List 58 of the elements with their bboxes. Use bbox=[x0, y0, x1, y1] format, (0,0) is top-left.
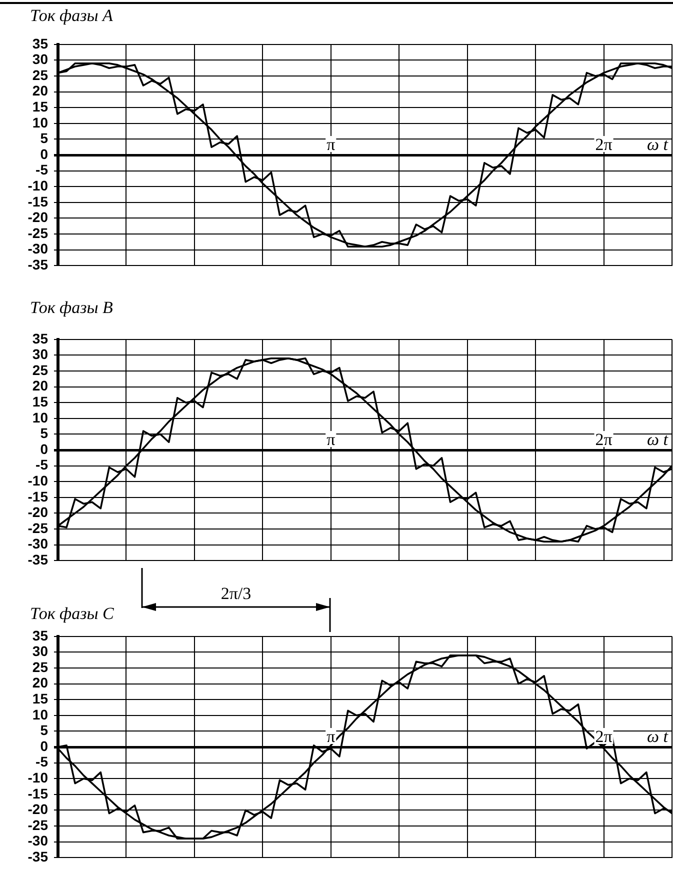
x-axis-title: ω t bbox=[647, 135, 670, 154]
y-tick-label: -15 bbox=[28, 785, 48, 802]
y-tick-label: 15 bbox=[32, 690, 48, 706]
x-tick-label: 2π bbox=[595, 430, 613, 449]
y-tick-label: 5 bbox=[40, 425, 48, 442]
y-tick-label: 35 bbox=[32, 35, 48, 52]
x-axis-title: ω t bbox=[647, 727, 670, 746]
y-tick-label: 30 bbox=[32, 643, 48, 660]
y-tick-label: -20 bbox=[28, 209, 48, 226]
x-axis-title: ω t bbox=[647, 430, 670, 449]
y-tick-label: 30 bbox=[32, 346, 48, 362]
y-tick-label: -10 bbox=[28, 472, 48, 488]
y-tick-label: 0 bbox=[40, 738, 48, 754]
y-tick-label: 15 bbox=[32, 98, 48, 114]
y-tick-label: 25 bbox=[32, 66, 48, 83]
y-tick-label: 35 bbox=[32, 627, 48, 644]
y-tick-label: 30 bbox=[32, 51, 48, 68]
y-tick-label: 5 bbox=[40, 722, 48, 738]
y-tick-label: -30 bbox=[28, 536, 48, 552]
y-tick-label: 25 bbox=[32, 658, 48, 675]
y-tick-label: 20 bbox=[32, 674, 48, 691]
y-tick-label: -35 bbox=[28, 256, 48, 272]
y-tick-label: -25 bbox=[28, 816, 48, 833]
y-tick-label: 20 bbox=[32, 82, 48, 99]
y-tick-label: 10 bbox=[32, 114, 48, 130]
x-tick-label: π bbox=[326, 135, 336, 154]
y-tick-label: -15 bbox=[28, 488, 48, 504]
y-tick-label: -35 bbox=[28, 551, 48, 568]
y-tick-label: 5 bbox=[40, 130, 48, 146]
x-tick-label: π bbox=[326, 727, 336, 746]
y-tick-label: -5 bbox=[36, 754, 48, 770]
y-tick-label: -10 bbox=[28, 769, 48, 786]
y-tick-label: -20 bbox=[28, 504, 48, 520]
y-tick-label: 20 bbox=[32, 378, 48, 394]
x-tick-label: π bbox=[326, 430, 336, 449]
y-tick-label: -35 bbox=[28, 848, 48, 864]
x-tick-label: 2π bbox=[595, 727, 613, 746]
y-tick-label: 0 bbox=[40, 146, 48, 162]
y-tick-label: 15 bbox=[32, 393, 48, 410]
y-tick-label: -25 bbox=[28, 224, 48, 241]
y-tick-label: -25 bbox=[28, 520, 48, 536]
chart-title: Ток фазы C bbox=[30, 604, 114, 624]
y-tick-label: -30 bbox=[28, 240, 48, 257]
text: 2π/3 bbox=[220, 584, 252, 604]
y-tick-label: -30 bbox=[28, 832, 48, 849]
y-tick-label: -20 bbox=[28, 801, 48, 818]
y-tick-label: 10 bbox=[32, 706, 48, 722]
chart-title: Ток фазы A bbox=[30, 6, 113, 26]
y-tick-label: -5 bbox=[36, 162, 48, 178]
y-tick-label: -15 bbox=[28, 193, 48, 210]
y-tick-label: 0 bbox=[40, 440, 48, 457]
y-tick-label: -10 bbox=[28, 177, 48, 194]
chart-title: Ток фазы B bbox=[30, 298, 113, 318]
y-tick-label: 35 bbox=[32, 330, 48, 346]
y-tick-label: 10 bbox=[32, 409, 48, 426]
x-tick-label: 2π bbox=[595, 135, 613, 154]
y-tick-label: -5 bbox=[36, 456, 48, 473]
y-tick-label: 25 bbox=[32, 362, 48, 378]
